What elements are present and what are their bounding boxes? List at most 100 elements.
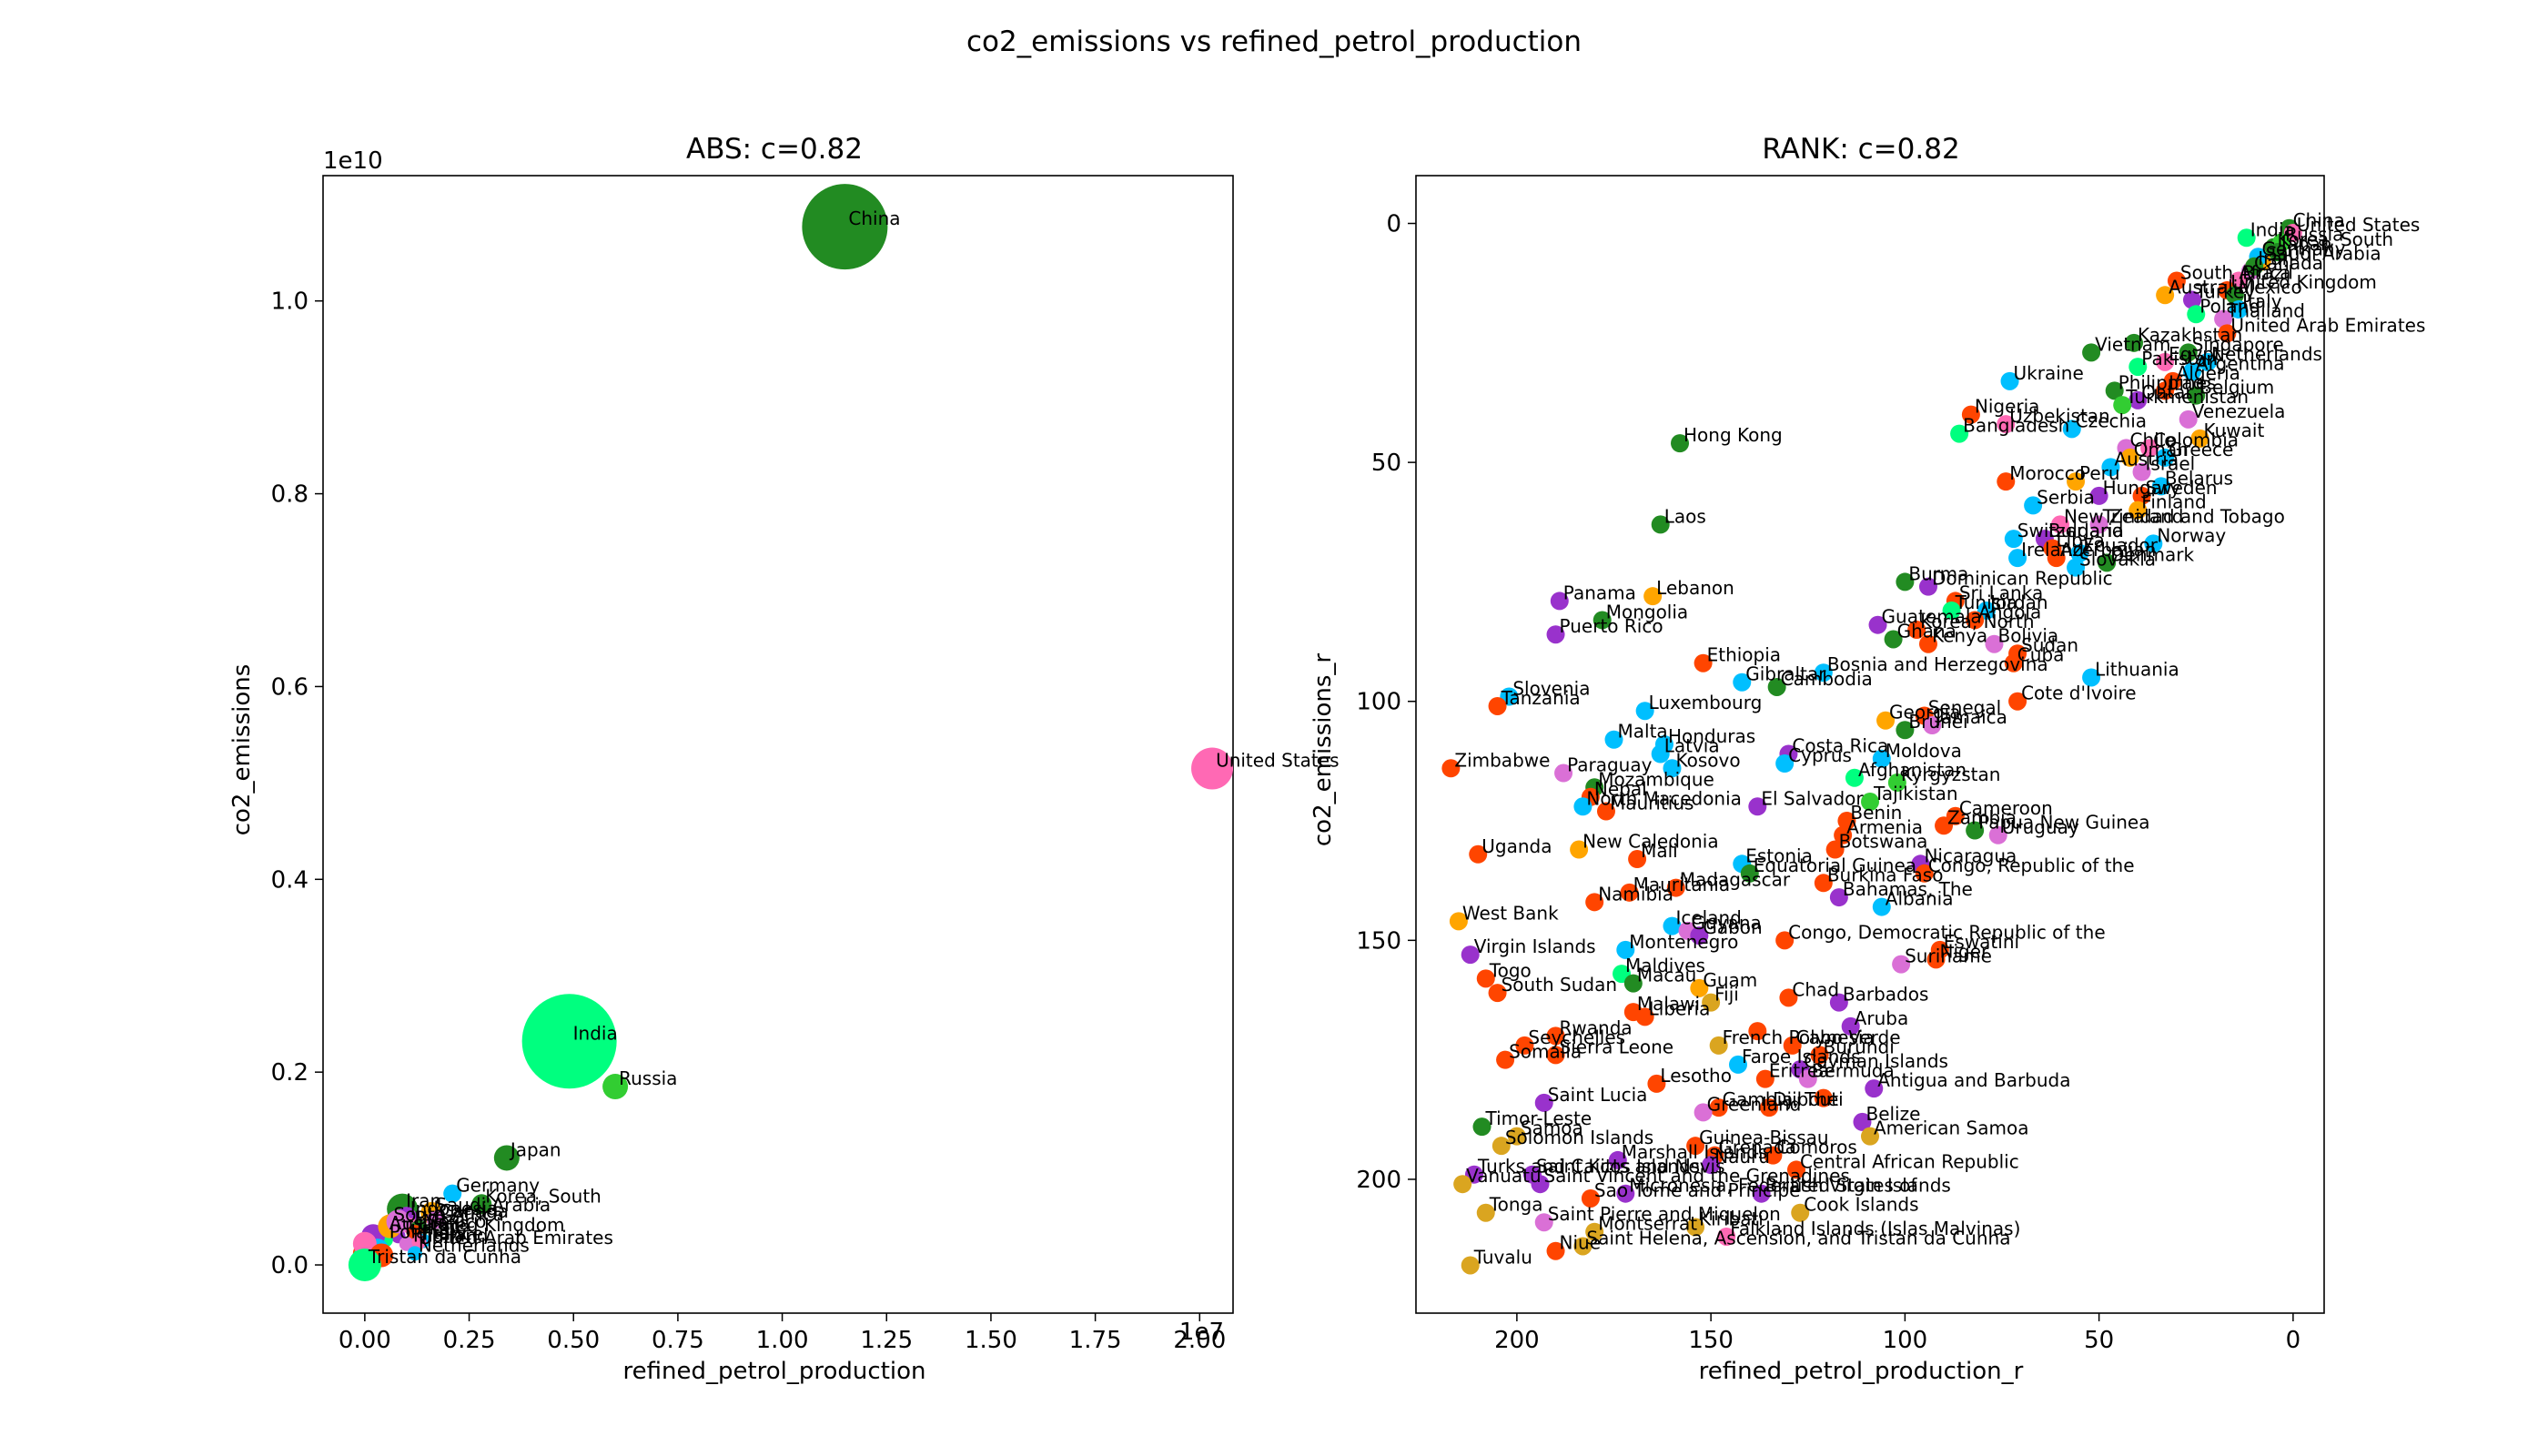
rank-point [1546, 1046, 1565, 1065]
rank-point-label: Canada [2254, 252, 2323, 274]
rank-point-label: Panama [1563, 581, 1636, 603]
rank-point-label: Burkina Faso [1827, 864, 1944, 885]
rank-point [2000, 371, 2019, 390]
rank-point [1488, 984, 1507, 1003]
rank-point [1546, 1026, 1565, 1046]
rank-point [1694, 1103, 1713, 1122]
rank-point-label: Burma [1908, 562, 1968, 584]
rank-point [1702, 993, 1721, 1012]
abs-y-multiplier: 1e10 [323, 147, 383, 175]
rank-point [1573, 1237, 1592, 1256]
rank-point-label: Seychelles [1528, 1026, 1625, 1048]
rank-point-label: Uzbekistan [2009, 405, 2109, 427]
rank-point [1623, 974, 1643, 993]
rank-point-label: Lithuania [2095, 658, 2179, 680]
rank-point [2128, 358, 2148, 377]
rank-point-label: Czechia [2076, 410, 2147, 431]
rank-point-label: Saint Lucia [1548, 1084, 1648, 1106]
rank-point-label: Tunisia [1955, 592, 2017, 613]
rank-point [1837, 812, 1856, 831]
rank-point-label: Angola [1978, 601, 2041, 622]
rank-point [2245, 257, 2264, 276]
rank-point-label: Kosovo [1675, 749, 1740, 771]
rank-point-label: Bermuda [1812, 1060, 1895, 1082]
rank-point [2113, 396, 2132, 415]
rank-point [1810, 1046, 1829, 1065]
rank-point-label: Macau [1637, 965, 1696, 986]
rank-point [1534, 1093, 1553, 1112]
rank-point-label: Kazakhstan [2138, 324, 2242, 346]
rank-point [1825, 840, 1845, 859]
rank-point-label: Tanzania [1501, 687, 1581, 709]
rank-point-label: Antigua and Barbuda [1877, 1069, 2070, 1091]
rank-x-tick-label: 200 [1494, 1327, 1540, 1354]
rank-y-axis-label: co2_emissions_r [1309, 653, 1337, 847]
rank-point-label: Equatorial Guinea [1754, 854, 1916, 876]
rank-point [1767, 677, 1786, 696]
rank-point-label: Jordan [1988, 592, 2048, 613]
rank-point [2062, 420, 2081, 439]
rank-point [1748, 1022, 1767, 1041]
rank-point-label: Slovenia [1512, 677, 1590, 699]
rank-point-label: Faroe Islands [1742, 1046, 1861, 1067]
rank-point-label: Greenland [1707, 1093, 1802, 1115]
rank-point-label: Bosnia and Herzegovina [1827, 653, 2048, 675]
rank-point [2101, 458, 2120, 477]
abs-point-label: Thailand [410, 1225, 489, 1247]
rank-point [2156, 286, 2175, 305]
abs-point [411, 1234, 427, 1249]
rank-point-label: New Zealand [2064, 505, 2183, 527]
abs-cluster-point [352, 1231, 377, 1256]
rank-point-label: Ecuador [2083, 534, 2158, 556]
rank-point-label: Bulgaria [2048, 520, 2124, 541]
rank-point-label: French Polynesia [1723, 1026, 1875, 1048]
rank-point-label: Oman [2134, 439, 2189, 460]
rank-point-label: Niue [1560, 1232, 1602, 1254]
rank-point-label: Egypt [2169, 343, 2221, 365]
rank-point-label: Sudan [2021, 634, 2078, 656]
rank-point [1775, 931, 1795, 950]
rank-point-label: Lesotho [1660, 1065, 1732, 1087]
rank-point-label: Dominican Republic [1932, 568, 2113, 590]
rank-point-label: British Virgin Islands [1765, 1175, 1951, 1197]
rank-point [1861, 1127, 1879, 1146]
rank-point [2179, 410, 2198, 429]
rank-point-label: Turkey [2195, 281, 2255, 303]
rank-point [2187, 386, 2206, 405]
rank-point [1573, 797, 1592, 816]
rank-point-label: Belize [1866, 1103, 1920, 1125]
rank-point [1531, 1175, 1550, 1194]
rank-point [2024, 496, 2043, 515]
rank-point [1966, 821, 1985, 840]
rank-point-label: Grenada [1718, 1137, 1795, 1158]
rank-point [2008, 549, 2027, 568]
rank-point-label: Ghana [1897, 620, 1956, 642]
rank-point-label: Barbados [1843, 984, 1929, 1006]
rank-point-label: China [2293, 209, 2345, 231]
rank-point [1554, 763, 1573, 783]
rank-point [1923, 715, 1942, 734]
rank-point-label: Pakistan [2141, 348, 2218, 369]
rank-point-label: El Salvador [1761, 787, 1864, 809]
rank-point [2187, 305, 2206, 324]
abs-point [1191, 747, 1233, 790]
rank-point [1461, 945, 1480, 965]
rank-point [1616, 940, 1635, 959]
rank-point [1861, 793, 1879, 812]
rank-point-label: Argentina [2196, 352, 2285, 374]
rank-point-label: Trinidad and Tobago [2102, 505, 2285, 527]
rank-point [2182, 362, 2201, 381]
rank-point [1892, 955, 1911, 974]
rank-axes-frame [1415, 175, 2325, 1314]
abs-point-label: Canada [440, 1200, 509, 1222]
rank-point-label: Peru [2079, 462, 2120, 484]
rank-point [1709, 1036, 1728, 1055]
rank-point-label: Cameroon [1959, 797, 2053, 819]
rank-point-label: Algeria [2177, 362, 2240, 384]
rank-point [1515, 1036, 1534, 1055]
rank-point [1918, 634, 1937, 653]
rank-x-tick-label: 50 [2084, 1327, 2114, 1354]
abs-point-label: Japan [509, 1138, 561, 1160]
rank-point-label: Latvia [1664, 735, 1720, 757]
